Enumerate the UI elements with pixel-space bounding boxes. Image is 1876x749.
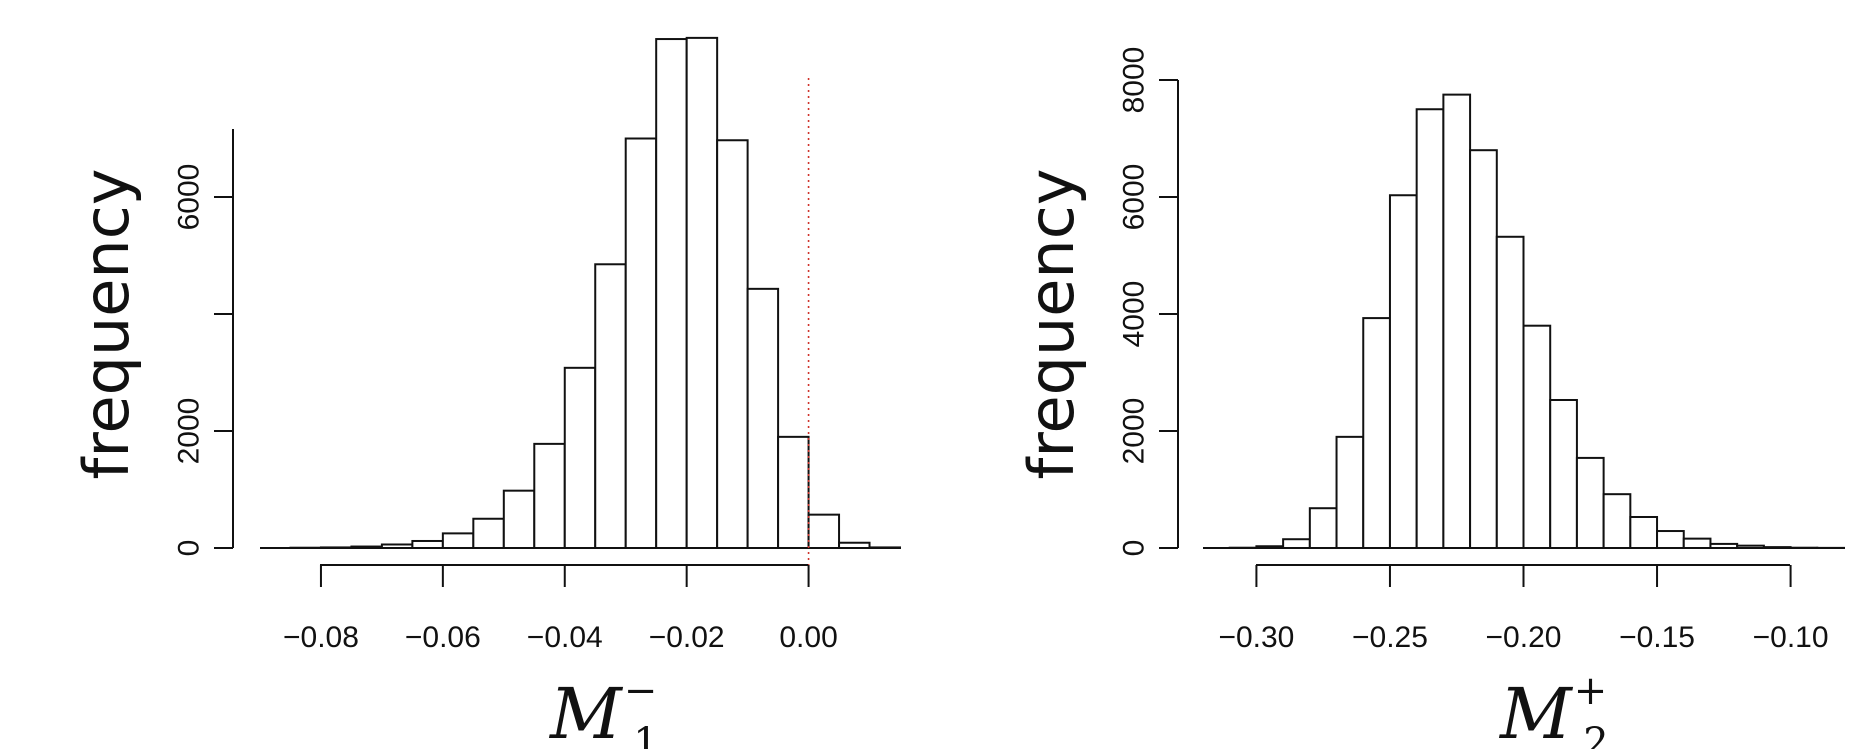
histogram-bar	[1736, 544, 1765, 549]
histogram-bar	[1362, 317, 1391, 549]
histogram-bar	[350, 545, 383, 549]
histogram-bar	[563, 366, 597, 549]
y-tick-label: 8000	[1118, 47, 1151, 114]
histogram-bar	[1388, 194, 1418, 549]
x-tick-label: −0.02	[649, 621, 725, 654]
histogram-bar	[1602, 493, 1632, 549]
histogram-bar	[1522, 324, 1552, 550]
x-tick-label: −0.15	[1619, 621, 1695, 654]
histogram-bar	[746, 287, 780, 549]
histogram-bar	[319, 546, 353, 549]
y-tick-label: 4000	[1118, 281, 1151, 348]
histogram-bar	[1469, 149, 1498, 549]
histogram-bar	[716, 139, 749, 549]
y-tick-label: 2000	[173, 398, 206, 465]
y-tick-label: 0	[1118, 540, 1151, 557]
histogram-bar	[807, 513, 841, 550]
y-axis-title: frequency	[1015, 169, 1088, 480]
x-axis-title: M− 1	[548, 668, 659, 749]
histogram-bar	[1709, 542, 1739, 550]
histogram-bar	[838, 541, 871, 549]
x-tick-label: −0.30	[1218, 621, 1294, 654]
histogram-bar	[502, 489, 536, 550]
x-tick-label: −0.10	[1753, 621, 1829, 654]
x-tick-label: −0.20	[1486, 621, 1562, 654]
x-axis-title: M+ 2	[1498, 668, 1609, 749]
y-tick-label: 6000	[173, 164, 206, 231]
y-tick-label: 2000	[1118, 398, 1151, 465]
histogram-bar	[1255, 545, 1285, 549]
histogram-bar	[1682, 537, 1712, 550]
histogram-bar	[411, 539, 444, 549]
histogram-bar	[1575, 456, 1605, 549]
histogram-bar	[868, 546, 901, 549]
histogram-bar	[380, 543, 414, 549]
histogram-bar	[1308, 507, 1338, 549]
histogram-bar	[594, 263, 627, 549]
x-tick-label: 0.00	[779, 621, 837, 654]
histogram-bar	[1442, 93, 1472, 549]
histogram-m2-plus-panel: −0.30 −0.25 −0.20 −0.15 −0.10 0 2000 4000 6000 80…	[1015, 47, 1845, 749]
histogram-bar	[624, 137, 658, 549]
histogram-bar	[472, 517, 505, 549]
histogram-bar	[1549, 398, 1578, 549]
y-tick-label: 6000	[1118, 164, 1151, 231]
histogram-bar	[1762, 546, 1792, 549]
histogram-bar	[1495, 235, 1525, 549]
histogram-bar	[1415, 108, 1445, 549]
y-tick-label: 0	[173, 540, 206, 557]
histogram-bar	[685, 36, 719, 549]
x-tick-label: −0.06	[405, 621, 481, 654]
x-tick-label: −0.04	[527, 621, 603, 654]
histogram-bar	[441, 532, 475, 549]
y-axis-title: frequency	[70, 169, 143, 480]
histogram-bar	[1335, 435, 1365, 550]
histogram-m1-minus-panel: −0.08 −0.06 −0.04 −0.02 0.00 0 2000 6000 frequen…	[70, 36, 901, 749]
histogram-bar	[655, 38, 688, 550]
x-tick-label: −0.25	[1352, 621, 1428, 654]
histogram-bar	[1656, 530, 1685, 549]
histogram-bar	[1629, 515, 1659, 549]
x-tick-label: −0.08	[283, 621, 359, 654]
histogram-bar	[533, 442, 566, 549]
histogram-bar	[777, 435, 810, 550]
histogram-bar	[1282, 538, 1311, 549]
